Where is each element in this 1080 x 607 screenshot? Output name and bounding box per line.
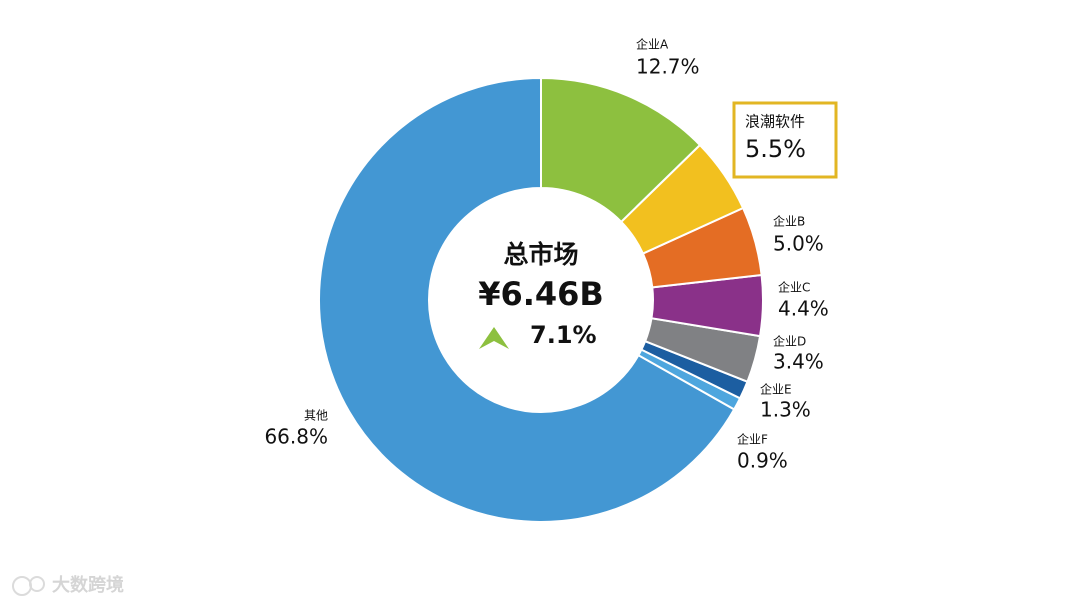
slice-label: 企业D [773,334,806,349]
pie-slice [619,143,745,255]
value-label: 0.9% [737,449,788,473]
watermark-logo [29,576,45,592]
value-label: 3.4% [773,350,824,374]
slice-label: 其他 [304,409,328,423]
pie-slice [650,273,764,338]
up-arrow [479,327,509,349]
center-title: 总市场 [503,240,578,269]
slice-label: 企业B [773,214,805,229]
value-label: 66.8% [264,425,328,449]
pie-slice [641,206,763,289]
value-label: 1.3% [760,398,811,422]
slice-label: 企业C [778,280,810,295]
value-label: 5.5% [745,135,806,163]
watermark: 大数跨境 [12,574,124,596]
slice-label: 企业F [737,432,768,447]
watermark-logo [12,576,32,596]
pie-slice [540,76,702,224]
value-label: 12.7% [636,55,700,79]
watermark-text: 大数跨境 [52,574,124,596]
slice-label: 浪潮软件 [745,113,805,131]
pie-slice [318,76,736,523]
pie-slice [643,317,762,384]
value-label: 4.4% [778,297,829,321]
slice-label: 企业E [760,382,792,397]
value-label: 5.0% [773,232,824,256]
center-value: ¥6.46B [478,275,604,313]
highlight-box [732,101,838,179]
slice-label: 企业A [636,37,669,52]
center-change: 7.1% [530,321,597,349]
